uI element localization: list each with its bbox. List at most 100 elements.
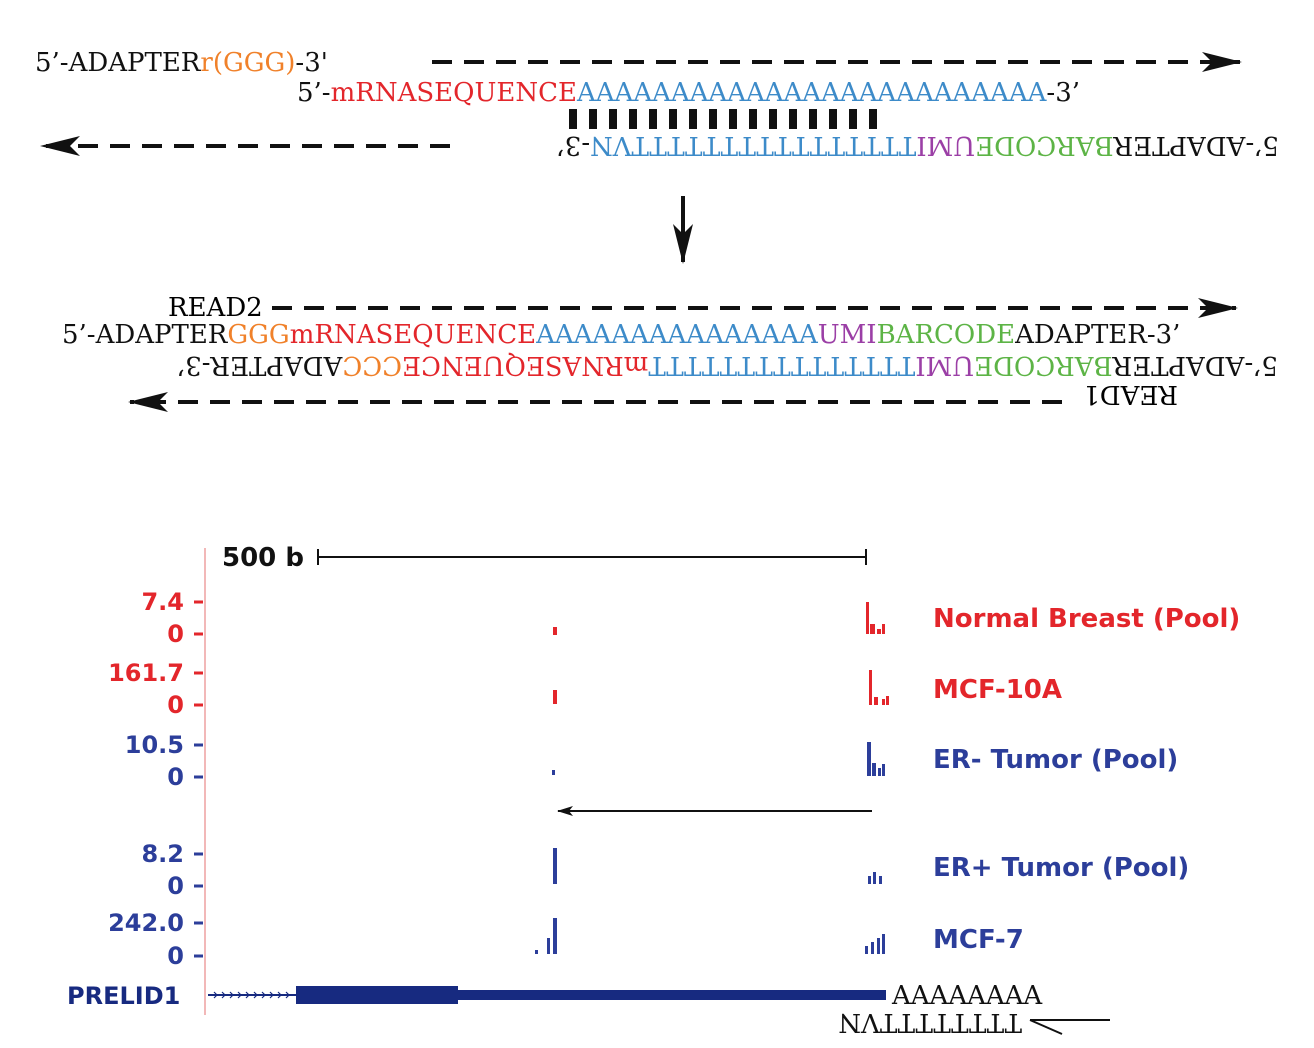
coverage-peak <box>877 938 880 954</box>
coverage-peak <box>879 876 882 884</box>
sequence-segment: 5’-ADAPTER <box>35 48 202 78</box>
sequence-segment: mRNASEQUENCE <box>402 350 648 380</box>
read1-label: READ1 <box>1083 379 1178 409</box>
base-pair-bar <box>829 109 837 129</box>
base-pair-bar <box>689 109 697 129</box>
base-pair-bar <box>569 109 577 129</box>
track-name: MCF-10A <box>933 675 1062 705</box>
track-name: ER+ Tumor (Pool) <box>933 853 1189 883</box>
sequence-segment: TTTTTTTTTTTTTTTTVN <box>590 130 916 160</box>
intron-chevron <box>213 991 218 999</box>
coverage-peak <box>867 742 871 776</box>
gene-name: PRELID1 <box>67 982 180 1010</box>
track: 7.4 0 Normal Breast (Pool) <box>141 588 1240 648</box>
scale-bar-label: 500 b <box>222 543 304 573</box>
sequence-segment: mRNASEQUENCE <box>331 78 577 108</box>
base-pair-bar <box>669 109 677 129</box>
mrna-sequence: 5’-mRNASEQUENCEAAAAAAAAAAAAAAAAAAAAAAAAA… <box>297 78 1080 108</box>
sequence-segment: mRNASEQUENCE <box>290 320 536 350</box>
coverage-peak <box>871 942 874 954</box>
sequence-segment: UMI <box>818 320 877 350</box>
base-pair-bar <box>709 109 717 129</box>
track: 8.2 0 ER+ Tumor (Pool) <box>141 840 1189 900</box>
sequence-segment: GGG <box>227 320 289 350</box>
intron-chevron <box>245 991 250 999</box>
coverage-peak <box>882 624 885 634</box>
intron-chevron <box>277 991 282 999</box>
sequence-segment: UMI <box>916 130 975 160</box>
library-complement-sequence: 5’-ADAPTERBARCODEUMITTTTTTTTTTTTTTTmRNAS… <box>177 350 1278 380</box>
sequence-segment: CCC <box>342 350 402 380</box>
base-pair-bar <box>729 109 737 129</box>
coverage-tracks: 7.4 0 Normal Breast (Pool) 161.7 0 MCF-10A 10.… <box>108 588 1240 970</box>
base-pair-bar <box>789 109 797 129</box>
sequence-segment: 5’-ADAPTER <box>1111 350 1278 380</box>
base-pair-bar <box>809 109 817 129</box>
coverage-peak <box>869 670 872 705</box>
sequence-segment: ADAPTER-3’ <box>177 350 343 380</box>
intron-chevron <box>285 991 290 999</box>
coverage-peak <box>882 699 885 705</box>
track-max-label: 10.5 <box>125 731 184 759</box>
track-min-label: 0 <box>167 620 184 648</box>
coverage-peak <box>865 946 868 954</box>
coverage-peak <box>553 918 557 954</box>
sequence-segment: r(GGG) <box>200 48 295 78</box>
base-pair-bar <box>609 109 617 129</box>
coverage-peak <box>877 629 881 634</box>
sequence-segment: UMI <box>915 350 974 380</box>
track-min-label: 0 <box>167 691 184 719</box>
sequence-segment: AAAAAAAAAAAAAAA <box>535 320 819 350</box>
base-pair-bar <box>649 109 657 129</box>
oligo-dt-primer-hook <box>1029 1019 1063 1035</box>
coverage-peak <box>882 934 885 954</box>
coverage-peak <box>873 872 876 884</box>
base-pair-bar <box>589 109 597 129</box>
sequence-segment: BARCODE <box>974 350 1113 380</box>
intron-chevron <box>269 991 274 999</box>
track-max-label: 8.2 <box>141 840 184 868</box>
sequence-segment: 5’-ADAPTER <box>1112 130 1279 160</box>
sequence-segment: -3' <box>295 48 327 78</box>
coverage-peak <box>535 950 538 954</box>
track-max-label: 7.4 <box>141 588 184 616</box>
scale-bar: 500 b <box>222 543 867 573</box>
sequence-segment: 5’-ADAPTER <box>62 320 229 350</box>
track-name: MCF-7 <box>933 925 1024 955</box>
primer-strand: 5’-ADAPTERBARCODEUMITTTTTTTTTTTTTTTTVN-3… <box>40 130 1279 160</box>
coverage-peak <box>878 768 881 776</box>
oligo-dt-primer-sequence: 5’-ADAPTERBARCODEUMITTTTTTTTTTTTTTTTVN-3… <box>556 130 1279 160</box>
oligo-strand: 5’-ADAPTERr(GGG)-3' <box>35 48 1242 78</box>
coverage-peak <box>553 690 557 704</box>
base-pair-bar <box>849 109 857 129</box>
track: 161.7 0 MCF-10A <box>108 659 1062 719</box>
base-pair-bar <box>749 109 757 129</box>
coverage-peak <box>872 763 876 776</box>
base-pair-bar <box>769 109 777 129</box>
coverage-peak <box>882 764 885 776</box>
intron-chevron <box>253 991 258 999</box>
track-min-label: 0 <box>167 942 184 970</box>
track: 242.0 0 MCF-7 <box>108 909 1024 970</box>
intron-chevron <box>261 991 266 999</box>
sequence-segment: ADAPTER-3’ <box>1014 320 1180 350</box>
coverage-peak <box>874 697 878 705</box>
coverage-peak <box>547 938 550 954</box>
coverage-peak <box>870 624 875 634</box>
read2-label: READ2 <box>168 293 263 323</box>
sequence-segment: AAAAAAAAAAAAAAAAAAAAAAAAA <box>576 78 1048 108</box>
track-name: ER- Tumor (Pool) <box>933 745 1178 775</box>
sequence-segment: 5’- <box>297 78 331 108</box>
coverage-peak <box>866 602 869 634</box>
template-switch-oligo-sequence: 5’-ADAPTERr(GGG)-3' <box>35 48 328 78</box>
track-name: Normal Breast (Pool) <box>933 604 1240 634</box>
gene-model: PRELID1 AAAAAAAA TTTTTTTTVN <box>67 981 1110 1037</box>
oligo-dt-label: TTTTTTTTVN <box>838 1007 1022 1037</box>
intron-chevron <box>237 991 242 999</box>
track: 10.5 0 ER- Tumor (Pool) <box>125 731 1179 791</box>
library-product-sequence: 5’-ADAPTERGGGmRNASEQUENCEAAAAAAAAAAAAAAA… <box>62 320 1180 350</box>
coverage-peak <box>886 696 889 705</box>
sequence-segment: TTTTTTTTTTTTTTT <box>648 350 916 380</box>
gene-coding-exon <box>296 986 458 1004</box>
